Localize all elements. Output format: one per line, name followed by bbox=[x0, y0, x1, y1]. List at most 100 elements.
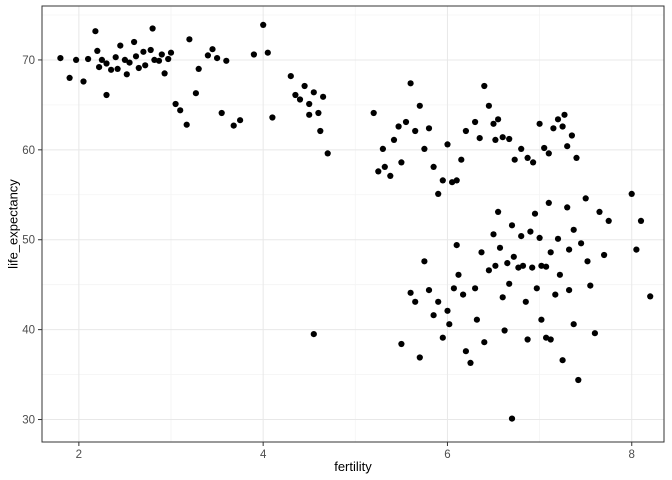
data-point bbox=[103, 60, 110, 67]
data-point bbox=[85, 55, 92, 63]
data-point bbox=[98, 56, 105, 64]
data-point bbox=[538, 316, 545, 323]
data-point bbox=[209, 46, 216, 53]
data-point bbox=[94, 47, 101, 55]
data-point bbox=[444, 141, 451, 148]
data-point bbox=[473, 316, 480, 323]
data-point bbox=[462, 127, 469, 135]
y-tick-label: 40 bbox=[22, 325, 35, 337]
data-point bbox=[375, 168, 382, 175]
data-point bbox=[108, 66, 115, 73]
data-point bbox=[628, 190, 635, 197]
data-point bbox=[504, 260, 511, 267]
data-point bbox=[140, 48, 147, 55]
data-point bbox=[57, 55, 64, 62]
data-point bbox=[204, 52, 211, 59]
data-point bbox=[149, 25, 156, 32]
data-point bbox=[430, 312, 437, 319]
data-point bbox=[481, 82, 488, 90]
data-point bbox=[142, 62, 149, 69]
data-point bbox=[568, 132, 576, 139]
data-point bbox=[407, 289, 414, 296]
data-point bbox=[425, 125, 433, 132]
y-tick-label: 50 bbox=[22, 235, 35, 247]
data-point bbox=[416, 354, 423, 361]
data-point bbox=[324, 150, 331, 157]
data-point bbox=[412, 298, 419, 305]
data-point bbox=[481, 339, 488, 346]
data-point bbox=[492, 262, 499, 269]
y-tick-label: 70 bbox=[22, 55, 35, 67]
data-point bbox=[407, 80, 414, 87]
data-point bbox=[495, 116, 502, 123]
data-point bbox=[151, 56, 158, 64]
data-point bbox=[510, 253, 517, 260]
data-point bbox=[524, 154, 531, 161]
data-point bbox=[147, 46, 154, 54]
x-tick-label: 8 bbox=[629, 449, 635, 461]
data-point bbox=[543, 263, 550, 270]
data-point bbox=[564, 143, 571, 150]
data-point bbox=[112, 54, 119, 61]
data-point bbox=[547, 336, 554, 343]
data-point bbox=[177, 107, 184, 114]
data-point bbox=[556, 271, 564, 278]
data-point bbox=[155, 57, 163, 64]
data-point bbox=[435, 298, 442, 305]
data-point bbox=[561, 111, 568, 118]
data-point bbox=[126, 59, 133, 66]
data-point bbox=[269, 114, 276, 121]
data-point bbox=[453, 177, 460, 184]
data-point bbox=[485, 267, 492, 274]
data-point bbox=[536, 120, 543, 127]
data-point bbox=[518, 145, 525, 152]
data-point bbox=[490, 231, 497, 238]
data-point bbox=[387, 172, 394, 179]
data-point bbox=[455, 271, 462, 278]
data-point bbox=[92, 28, 99, 35]
x-axis-title: fertility bbox=[334, 459, 372, 474]
data-point bbox=[381, 163, 388, 170]
data-point bbox=[230, 122, 237, 129]
data-point bbox=[647, 293, 654, 300]
data-point bbox=[370, 109, 377, 117]
data-point bbox=[379, 145, 386, 152]
data-point bbox=[114, 65, 121, 72]
data-point bbox=[506, 280, 513, 287]
data-point bbox=[402, 118, 410, 126]
data-point bbox=[578, 240, 585, 247]
data-point bbox=[495, 208, 502, 215]
data-point bbox=[547, 249, 554, 256]
data-point bbox=[96, 64, 103, 71]
data-point bbox=[605, 217, 612, 224]
data-point bbox=[73, 56, 80, 64]
data-point bbox=[637, 217, 645, 224]
data-point bbox=[317, 127, 324, 135]
data-point bbox=[320, 93, 327, 100]
data-point bbox=[573, 154, 580, 161]
data-point bbox=[518, 233, 525, 240]
data-point bbox=[633, 246, 640, 253]
data-point bbox=[559, 357, 566, 364]
data-point bbox=[530, 159, 537, 166]
data-point bbox=[121, 56, 128, 64]
data-point bbox=[601, 251, 608, 259]
data-point bbox=[458, 156, 465, 163]
data-point bbox=[467, 359, 474, 366]
data-point bbox=[596, 208, 603, 215]
data-point bbox=[538, 262, 545, 269]
data-point bbox=[435, 190, 442, 197]
data-point bbox=[421, 258, 428, 265]
data-point bbox=[460, 291, 467, 298]
data-point bbox=[519, 262, 527, 269]
data-point bbox=[492, 136, 499, 143]
data-point bbox=[446, 321, 453, 328]
data-point bbox=[223, 57, 230, 64]
data-point bbox=[186, 36, 193, 43]
data-point bbox=[315, 109, 322, 117]
data-point bbox=[425, 287, 433, 294]
data-point bbox=[398, 159, 405, 166]
data-point bbox=[195, 65, 202, 72]
data-point bbox=[398, 340, 405, 348]
